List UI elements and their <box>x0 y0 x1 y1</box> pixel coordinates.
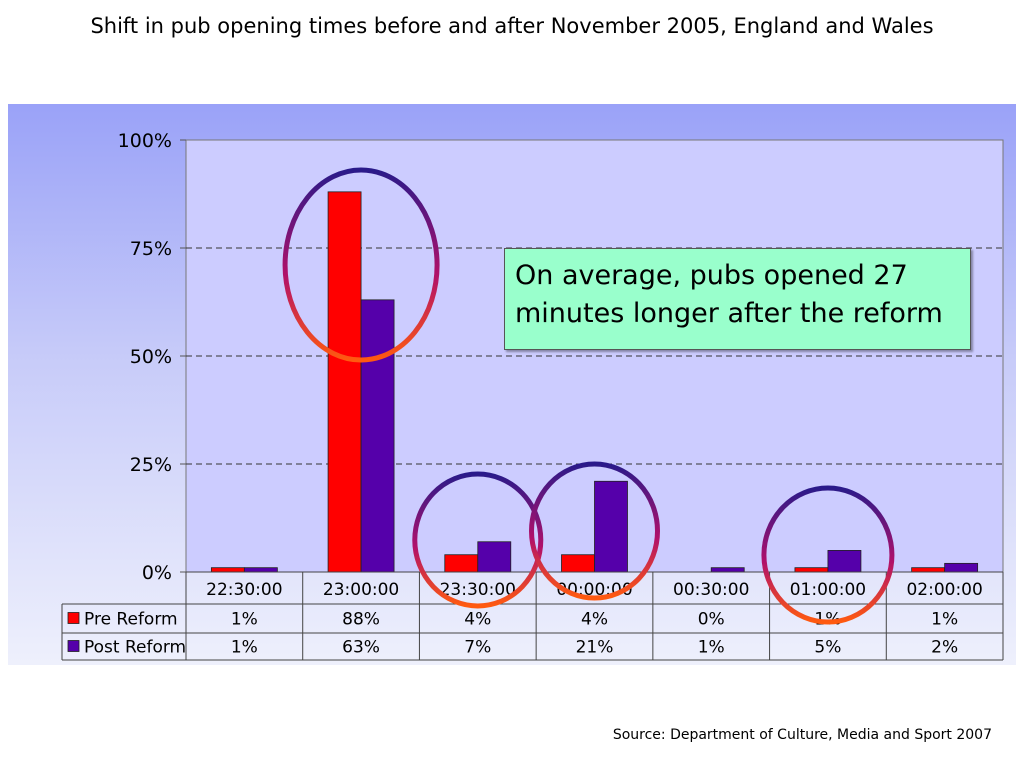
bar-pre-reform <box>327 191 362 573</box>
highlight-circle <box>412 471 544 609</box>
data-table-cell: 4% <box>581 610 608 630</box>
x-category-label: 01:00:00 <box>790 580 866 600</box>
highlight-circle <box>529 461 660 601</box>
data-table-cell: 1% <box>231 610 258 630</box>
data-table-cell: 1% <box>931 610 958 630</box>
bar-post-reform <box>827 550 862 573</box>
x-category-label: 23:30:00 <box>440 580 516 600</box>
highlight-circle <box>761 485 895 625</box>
source-note: Source: Department of Culture, Media and… <box>612 727 992 743</box>
legend-label-post: Post Reform <box>84 638 186 658</box>
y-tick-label: 25% <box>130 454 172 476</box>
bar-post-reform <box>944 562 979 573</box>
x-category-label: 23:00:00 <box>323 580 399 600</box>
data-table-cell: 88% <box>342 610 380 630</box>
y-tick-label: 50% <box>130 346 172 368</box>
bar-pre-reform <box>911 567 946 573</box>
highlight-circle <box>282 167 440 363</box>
bar-post-reform <box>243 567 278 573</box>
bar-pre-reform <box>444 554 479 573</box>
legend-swatch-post <box>67 640 80 652</box>
data-table-cell: 4% <box>464 610 491 630</box>
x-category-label: 22:30:00 <box>206 580 282 600</box>
bar-post-reform <box>477 541 512 573</box>
data-table-cell: 1% <box>698 638 725 658</box>
bar-pre-reform <box>210 567 245 573</box>
y-tick-label: 100% <box>118 130 172 152</box>
bar-post-reform <box>360 299 395 573</box>
legend-label-pre: Pre Reform <box>84 610 178 630</box>
data-table-cell: 7% <box>464 638 491 658</box>
data-table-cell: 63% <box>342 638 380 658</box>
callout-text: On average, pubs opened 27 minutes longe… <box>515 260 943 329</box>
data-table-cell: 2% <box>931 638 958 658</box>
bar-pre-reform <box>794 567 829 573</box>
bar-post-reform <box>710 567 745 573</box>
bar-pre-reform <box>561 554 595 573</box>
data-table-cell: 1% <box>231 638 258 658</box>
data-table-cell: 21% <box>576 638 614 658</box>
bar-post-reform <box>594 480 628 573</box>
data-table-cell: 0% <box>698 610 725 630</box>
legend-swatch-pre <box>67 612 80 624</box>
callout-box: On average, pubs opened 27 minutes longe… <box>504 248 971 350</box>
y-tick-label: 75% <box>130 238 172 260</box>
x-category-label: 02:00:00 <box>906 580 982 600</box>
data-table-cell: 5% <box>814 638 841 658</box>
slide-title: Shift in pub opening times before and af… <box>90 14 934 38</box>
x-category-label: 00:30:00 <box>673 580 749 600</box>
y-tick-label: 0% <box>142 562 172 584</box>
